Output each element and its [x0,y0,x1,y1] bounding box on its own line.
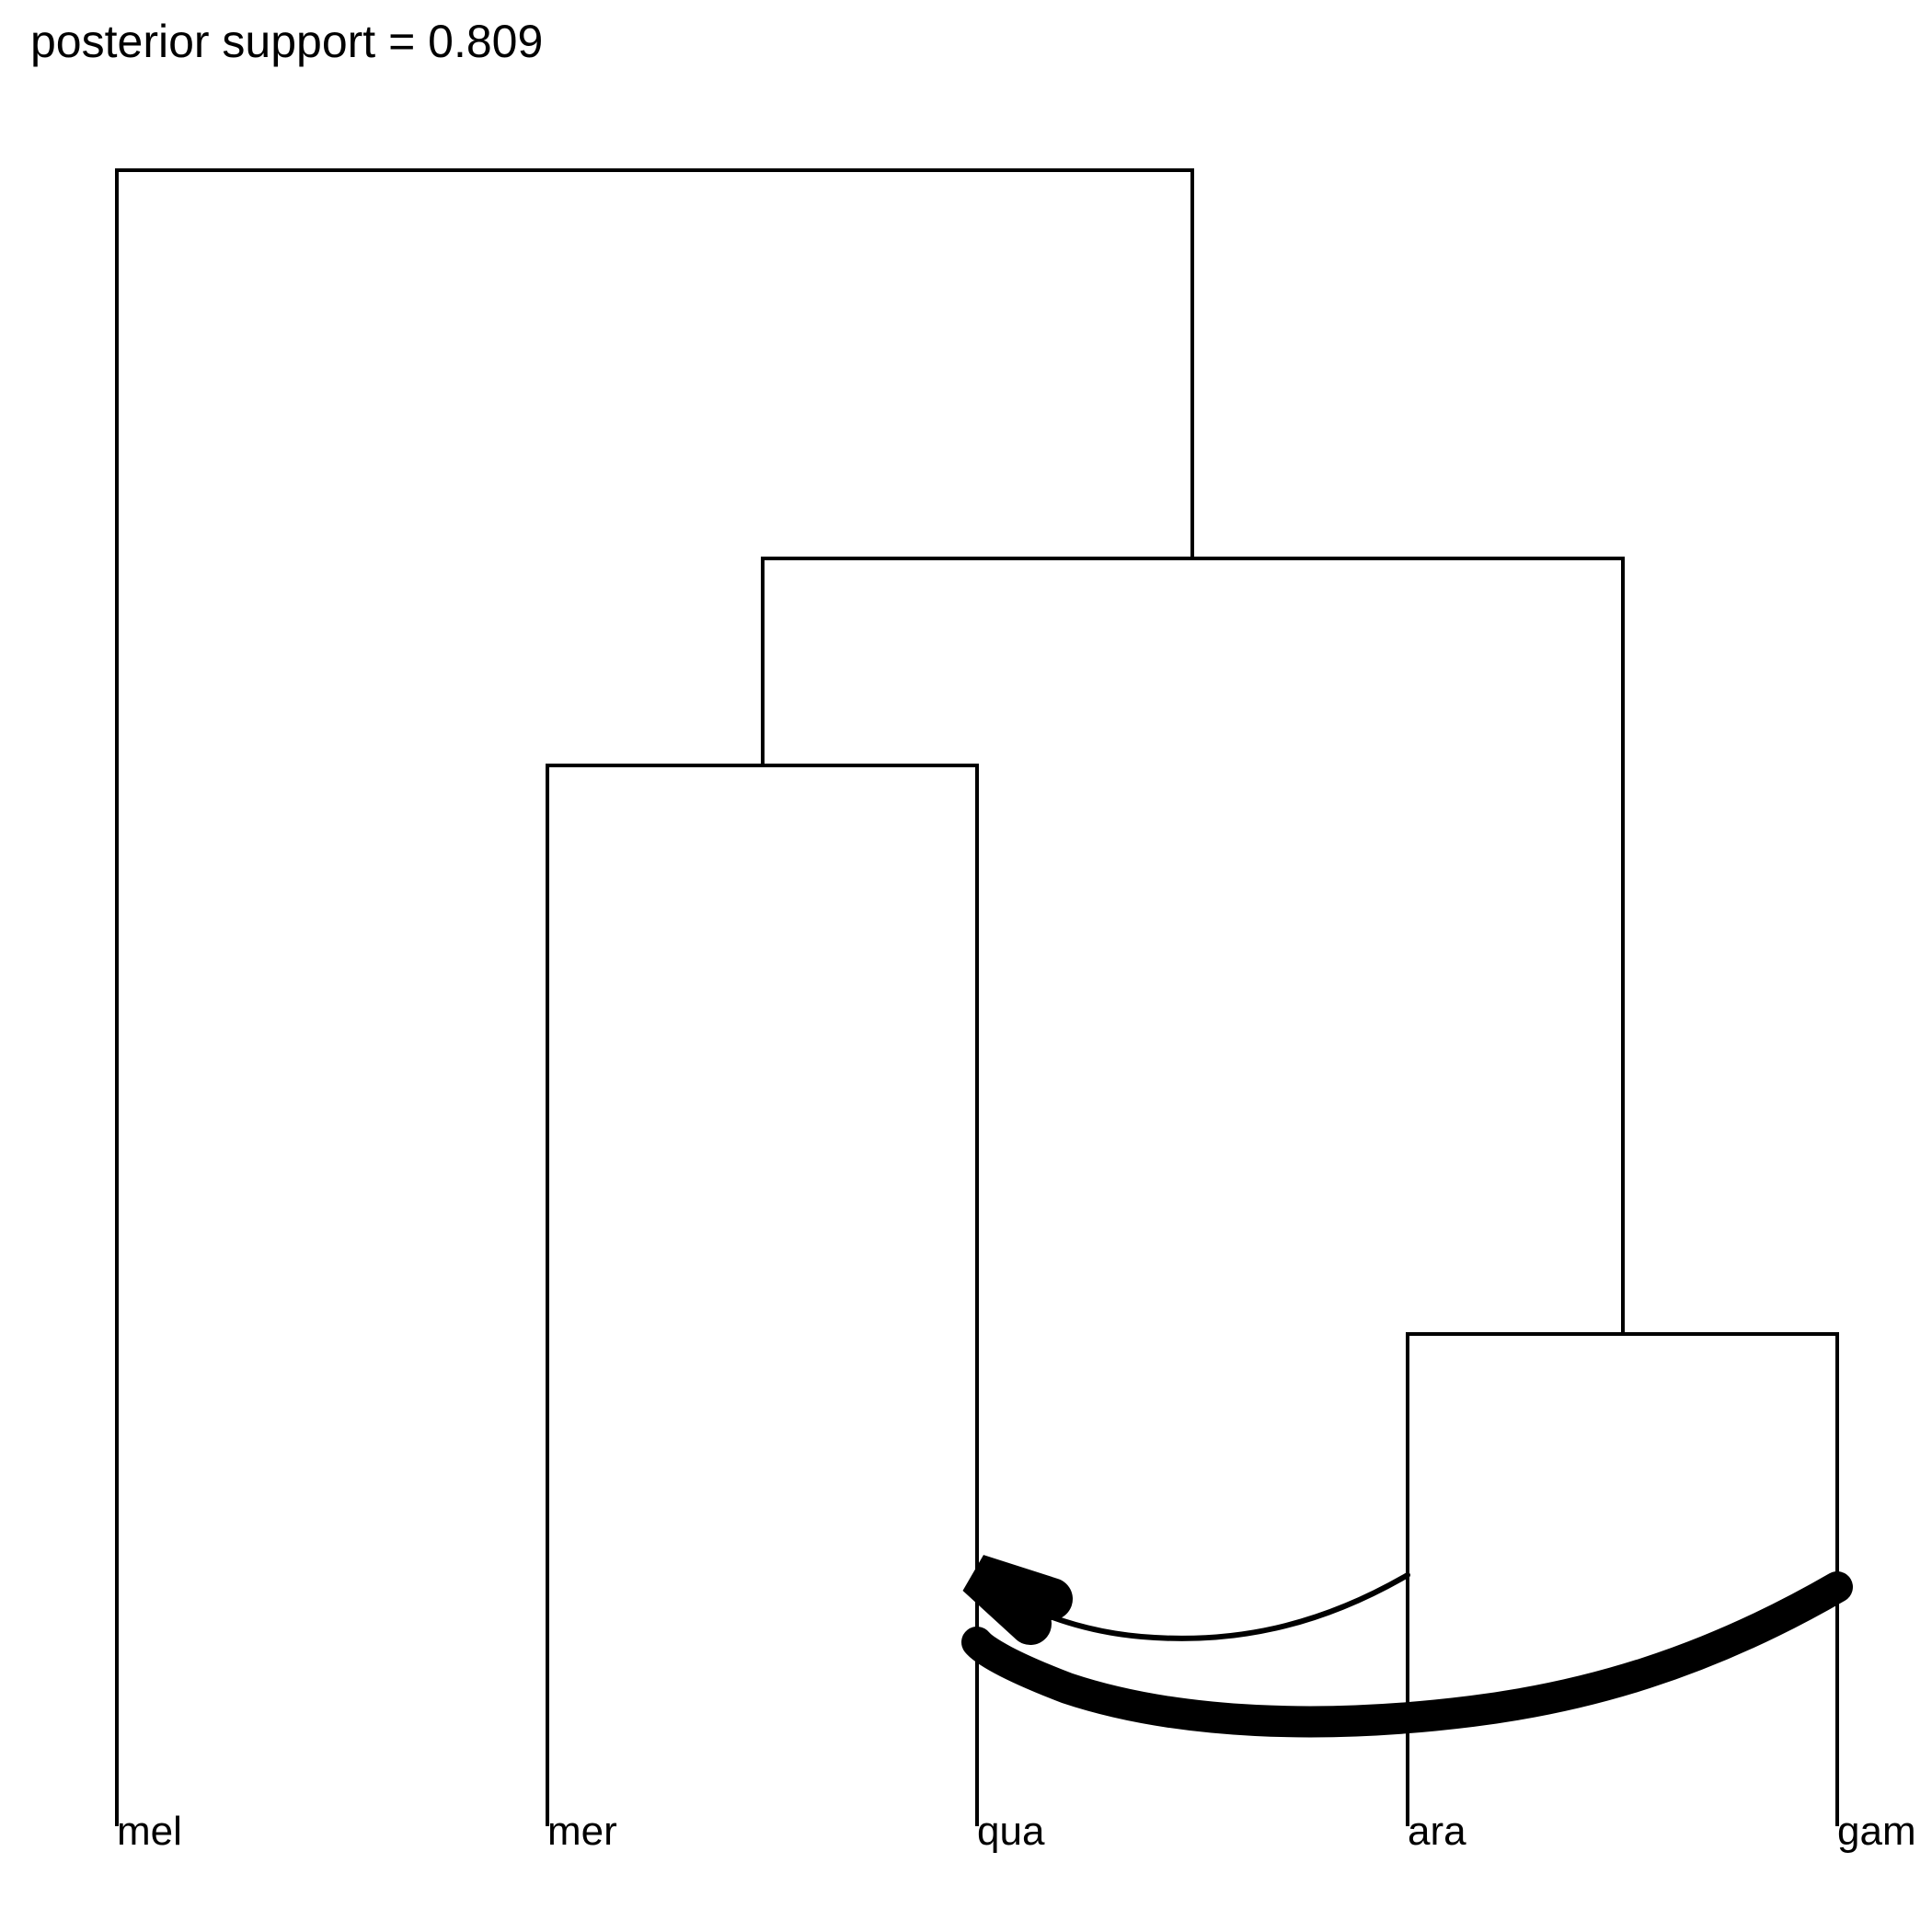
branch-n1 [761,557,1625,1334]
introgression-arrows [961,1555,1853,1738]
introgression-arrow-gam-qua [961,1571,1853,1738]
tip-label-mel: mel [117,1809,182,1854]
tip-label-qua: qua [977,1809,1045,1854]
branch-n2 [546,764,979,1826]
introgression-arrowhead [962,1555,1073,1645]
tip-label-ara: ara [1408,1809,1466,1854]
tip-labels: mel mer qua ara gam [117,1809,1916,1854]
plot-title: posterior support = 0.809 [30,16,543,67]
tip-label-mer: mer [547,1809,617,1854]
tip-label-gam: gam [1837,1809,1916,1854]
branch-n3 [1406,1332,1839,1826]
branch-root [115,168,1194,1826]
